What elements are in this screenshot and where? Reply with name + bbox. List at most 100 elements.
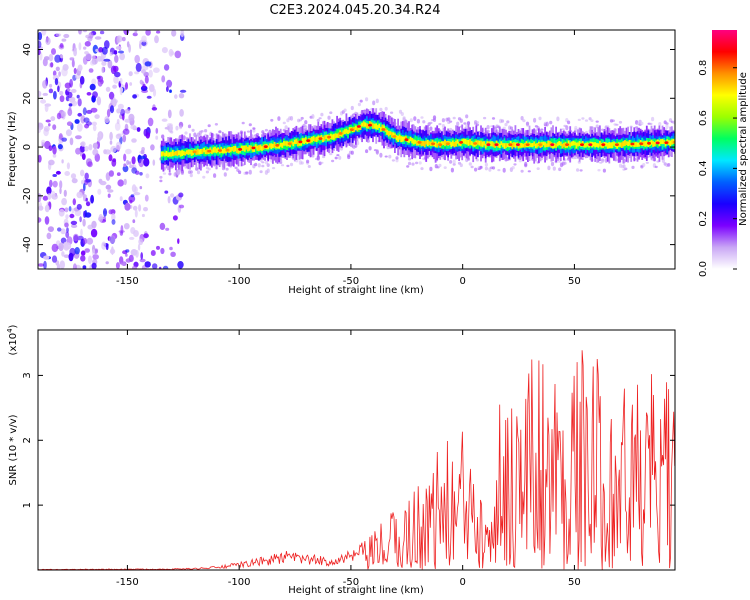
heatmap-cell — [520, 143, 523, 148]
heatmap-cell — [368, 146, 372, 151]
heatmap-cell — [530, 143, 532, 148]
heatmap-cell — [336, 133, 338, 138]
heatmap-cell — [248, 169, 252, 175]
heatmap-cell — [563, 161, 567, 165]
heatmap-cell — [50, 62, 54, 68]
heatmap-cell — [86, 237, 94, 245]
heatmap-cell — [107, 59, 113, 69]
heatmap-cell — [289, 116, 294, 121]
heatmap-cell — [131, 167, 138, 174]
heatmap-cell — [300, 161, 304, 165]
heatmap-cell — [477, 140, 479, 150]
y-tick-label: 1 — [22, 502, 33, 508]
heatmap-cell — [420, 167, 424, 171]
heatmap-cell — [318, 117, 322, 120]
heatmap-cell — [82, 193, 86, 202]
heatmap-cell — [71, 208, 75, 214]
heatmap-cell — [665, 124, 669, 130]
heatmap-cell — [594, 142, 597, 148]
heatmap-cell — [90, 60, 96, 66]
heatmap-cell — [133, 230, 139, 237]
heatmap-cell — [91, 249, 96, 256]
heatmap-cell — [198, 149, 201, 155]
heatmap-cell — [73, 48, 77, 57]
heatmap-cell — [94, 114, 100, 119]
heatmap-cell — [134, 54, 140, 64]
heatmap-cell — [108, 154, 113, 162]
heatmap-cell — [40, 139, 46, 145]
heatmap-cell — [658, 122, 662, 126]
heatmap-cell — [187, 124, 192, 129]
heatmap-cell — [320, 161, 324, 164]
heatmap-cell — [334, 156, 338, 160]
heatmap-cell — [298, 141, 301, 146]
y-tick-label: 0 — [22, 144, 33, 150]
heatmap-cell — [420, 141, 423, 147]
heatmap-cell — [50, 190, 56, 199]
heatmap-cell — [645, 161, 649, 164]
heatmap-cell — [61, 111, 67, 118]
heatmap-cell — [174, 50, 182, 59]
heatmap-cell — [156, 30, 161, 34]
heatmap-cell — [375, 98, 379, 104]
heatmap-cell — [142, 83, 146, 89]
heatmap-cell — [81, 153, 86, 161]
heatmap-cell — [314, 137, 317, 142]
heatmap-cell — [434, 141, 437, 147]
heatmap-cell — [456, 121, 460, 127]
heatmap-cell — [483, 116, 487, 120]
heatmap-cell — [248, 123, 252, 127]
heatmap-cell — [135, 62, 142, 72]
heatmap-cell — [513, 142, 515, 148]
heatmap-cell — [577, 118, 581, 121]
heatmap-cell — [405, 135, 407, 141]
heatmap-cell — [300, 116, 304, 120]
heatmap-cell — [286, 141, 288, 147]
heatmap-cell — [525, 121, 530, 126]
heatmap-cell — [178, 93, 185, 99]
heatmap-cell — [329, 111, 333, 114]
heatmap-cell — [522, 139, 525, 148]
heatmap-cell — [237, 148, 240, 154]
heatmap-cell — [373, 123, 376, 129]
heatmap-cell — [122, 128, 130, 135]
colorbar: 0.0 0.2 0.4 0.6 0.8 Normalized spectral ampl… — [698, 30, 749, 277]
heatmap-cell — [161, 75, 166, 83]
heatmap-cell — [311, 153, 315, 158]
heatmap-cell — [290, 140, 293, 145]
heatmap-cell — [542, 140, 545, 151]
heatmap-cell — [48, 145, 53, 152]
heatmap-cell — [87, 161, 93, 168]
heatmap-cell — [141, 35, 147, 43]
heatmap-cell — [107, 193, 111, 198]
heatmap-cell — [251, 146, 254, 152]
heatmap-cell — [59, 43, 64, 48]
heatmap-cell — [416, 136, 418, 145]
heatmap-cell — [51, 243, 59, 253]
heatmap-cell — [123, 163, 127, 167]
heatmap-cell — [561, 128, 565, 131]
heatmap-cell — [295, 138, 298, 144]
heatmap-cell — [642, 141, 645, 147]
heatmap-cell — [54, 78, 59, 86]
heatmap-cell — [85, 201, 91, 207]
heatmap-cell — [132, 219, 136, 224]
heatmap-cell — [502, 167, 506, 173]
heatmap-cell — [266, 168, 270, 174]
heatmap-cell — [38, 40, 42, 49]
heatmap-cell — [90, 228, 98, 238]
heatmap-cell — [86, 109, 93, 114]
heatmap-cell — [508, 143, 513, 147]
heatmap-cell — [120, 108, 126, 117]
heatmap-cell — [164, 190, 169, 194]
heatmap-cell — [586, 142, 589, 147]
heatmap-cell — [384, 128, 387, 132]
heatmap-cell — [431, 142, 436, 146]
heatmap-cell — [42, 195, 49, 201]
x-tick-label: 0 — [459, 577, 465, 588]
heatmap-cell — [484, 162, 488, 167]
heatmap-cell — [486, 143, 491, 147]
heatmap-cell — [130, 194, 135, 198]
heatmap-cell — [231, 146, 234, 151]
heatmap-cell — [178, 204, 185, 209]
